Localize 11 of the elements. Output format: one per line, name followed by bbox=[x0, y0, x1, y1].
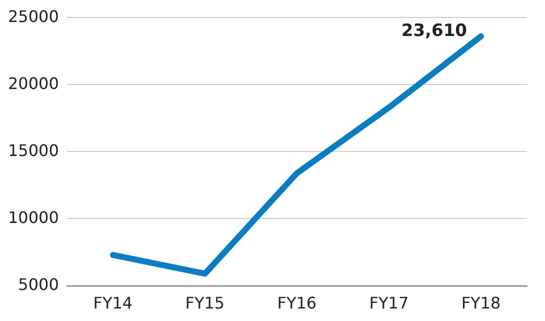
x-tick-label: FY18 bbox=[461, 294, 501, 313]
y-tick-label: 15000 bbox=[8, 140, 59, 160]
x-tick-label: FY17 bbox=[369, 294, 409, 313]
x-tick-label: FY15 bbox=[185, 294, 225, 313]
x-tick-label: FY16 bbox=[277, 294, 317, 313]
y-tick-label: 5000 bbox=[18, 274, 59, 294]
x-tick-label: FY14 bbox=[93, 294, 133, 313]
y-tick-label: 10000 bbox=[8, 208, 59, 227]
y-tick-label: 25000 bbox=[8, 6, 59, 26]
y-tick-label: 20000 bbox=[8, 74, 59, 93]
data-label: 23,610 bbox=[401, 21, 468, 42]
